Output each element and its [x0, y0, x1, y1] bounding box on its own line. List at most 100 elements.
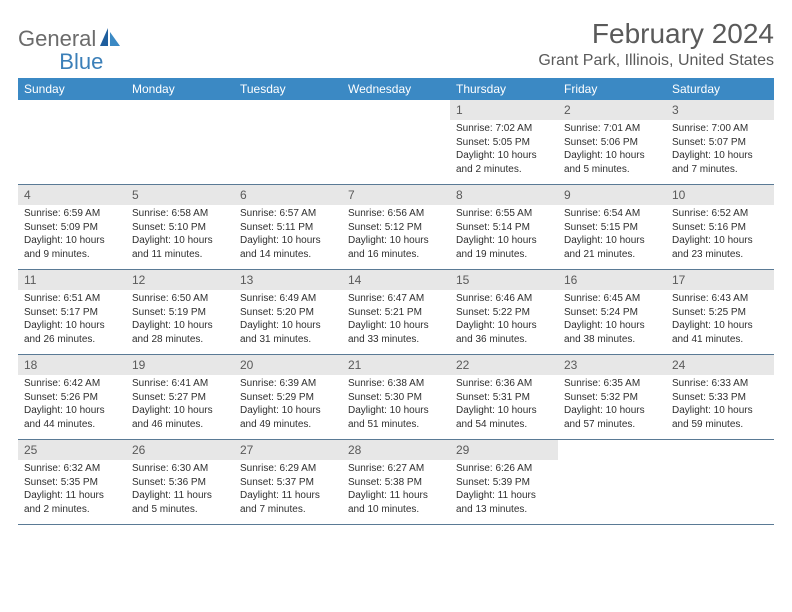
- day-header-friday: Friday: [558, 78, 666, 100]
- day-number: 1: [450, 100, 558, 120]
- day-info: Sunrise: 6:54 AMSunset: 5:15 PMDaylight:…: [558, 205, 666, 265]
- day-number-empty: [126, 100, 234, 119]
- day-number: 5: [126, 185, 234, 205]
- day-cell: 16Sunrise: 6:45 AMSunset: 5:24 PMDayligh…: [558, 270, 666, 354]
- day-number: 2: [558, 100, 666, 120]
- sunrise-text: Sunrise: 6:52 AM: [672, 207, 768, 221]
- day-header-tuesday: Tuesday: [234, 78, 342, 100]
- day-info: Sunrise: 6:39 AMSunset: 5:29 PMDaylight:…: [234, 375, 342, 435]
- day-number: 14: [342, 270, 450, 290]
- day-info: Sunrise: 6:43 AMSunset: 5:25 PMDaylight:…: [666, 290, 774, 350]
- sunset-text: Sunset: 5:26 PM: [24, 391, 120, 405]
- daylight-text: Daylight: 10 hours and 41 minutes.: [672, 319, 768, 346]
- sunrise-text: Sunrise: 6:32 AM: [24, 462, 120, 476]
- day-number: 4: [18, 185, 126, 205]
- daylight-text: Daylight: 10 hours and 7 minutes.: [672, 149, 768, 176]
- day-header-sunday: Sunday: [18, 78, 126, 100]
- day-cell: 11Sunrise: 6:51 AMSunset: 5:17 PMDayligh…: [18, 270, 126, 354]
- day-number: 10: [666, 185, 774, 205]
- day-number: 12: [126, 270, 234, 290]
- day-number: 19: [126, 355, 234, 375]
- day-info: Sunrise: 6:42 AMSunset: 5:26 PMDaylight:…: [18, 375, 126, 435]
- sunrise-text: Sunrise: 6:26 AM: [456, 462, 552, 476]
- sunrise-text: Sunrise: 6:45 AM: [564, 292, 660, 306]
- daylight-text: Daylight: 10 hours and 19 minutes.: [456, 234, 552, 261]
- day-info: Sunrise: 6:51 AMSunset: 5:17 PMDaylight:…: [18, 290, 126, 350]
- day-header-wednesday: Wednesday: [342, 78, 450, 100]
- sunset-text: Sunset: 5:10 PM: [132, 221, 228, 235]
- sunrise-text: Sunrise: 6:51 AM: [24, 292, 120, 306]
- sunrise-text: Sunrise: 6:42 AM: [24, 377, 120, 391]
- day-cell: 21Sunrise: 6:38 AMSunset: 5:30 PMDayligh…: [342, 355, 450, 439]
- day-number-empty: [342, 100, 450, 119]
- sunrise-text: Sunrise: 6:29 AM: [240, 462, 336, 476]
- daylight-text: Daylight: 11 hours and 2 minutes.: [24, 489, 120, 516]
- daylight-text: Daylight: 10 hours and 59 minutes.: [672, 404, 768, 431]
- sunset-text: Sunset: 5:31 PM: [456, 391, 552, 405]
- sunset-text: Sunset: 5:11 PM: [240, 221, 336, 235]
- day-number: 7: [342, 185, 450, 205]
- day-cell: 17Sunrise: 6:43 AMSunset: 5:25 PMDayligh…: [666, 270, 774, 354]
- daylight-text: Daylight: 10 hours and 14 minutes.: [240, 234, 336, 261]
- day-number: 29: [450, 440, 558, 460]
- logo-sail-icon: [99, 27, 121, 52]
- day-cell: 19Sunrise: 6:41 AMSunset: 5:27 PMDayligh…: [126, 355, 234, 439]
- day-header-saturday: Saturday: [666, 78, 774, 100]
- week-row: 25Sunrise: 6:32 AMSunset: 5:35 PMDayligh…: [18, 440, 774, 525]
- title-block: February 2024 Grant Park, Illinois, Unit…: [538, 18, 774, 70]
- sunrise-text: Sunrise: 6:39 AM: [240, 377, 336, 391]
- daylight-text: Daylight: 10 hours and 54 minutes.: [456, 404, 552, 431]
- month-title: February 2024: [538, 18, 774, 50]
- day-info: Sunrise: 6:47 AMSunset: 5:21 PMDaylight:…: [342, 290, 450, 350]
- day-info: Sunrise: 7:00 AMSunset: 5:07 PMDaylight:…: [666, 120, 774, 180]
- sunrise-text: Sunrise: 7:01 AM: [564, 122, 660, 136]
- day-number: 21: [342, 355, 450, 375]
- daylight-text: Daylight: 10 hours and 21 minutes.: [564, 234, 660, 261]
- day-header-thursday: Thursday: [450, 78, 558, 100]
- day-number: 3: [666, 100, 774, 120]
- day-cell: [234, 100, 342, 184]
- daylight-text: Daylight: 10 hours and 49 minutes.: [240, 404, 336, 431]
- sunset-text: Sunset: 5:27 PM: [132, 391, 228, 405]
- daylight-text: Daylight: 10 hours and 51 minutes.: [348, 404, 444, 431]
- day-info: Sunrise: 7:01 AMSunset: 5:06 PMDaylight:…: [558, 120, 666, 180]
- calendar-grid: Sunday Monday Tuesday Wednesday Thursday…: [18, 78, 774, 525]
- sunrise-text: Sunrise: 6:54 AM: [564, 207, 660, 221]
- day-cell: 29Sunrise: 6:26 AMSunset: 5:39 PMDayligh…: [450, 440, 558, 524]
- sunrise-text: Sunrise: 6:33 AM: [672, 377, 768, 391]
- day-number: 28: [342, 440, 450, 460]
- sunset-text: Sunset: 5:37 PM: [240, 476, 336, 490]
- day-cell: 8Sunrise: 6:55 AMSunset: 5:14 PMDaylight…: [450, 185, 558, 269]
- sunset-text: Sunset: 5:19 PM: [132, 306, 228, 320]
- sunset-text: Sunset: 5:21 PM: [348, 306, 444, 320]
- sunset-text: Sunset: 5:33 PM: [672, 391, 768, 405]
- day-cell: 10Sunrise: 6:52 AMSunset: 5:16 PMDayligh…: [666, 185, 774, 269]
- day-number: 17: [666, 270, 774, 290]
- day-cell: 13Sunrise: 6:49 AMSunset: 5:20 PMDayligh…: [234, 270, 342, 354]
- sunset-text: Sunset: 5:16 PM: [672, 221, 768, 235]
- day-info: Sunrise: 6:38 AMSunset: 5:30 PMDaylight:…: [342, 375, 450, 435]
- day-cell: 4Sunrise: 6:59 AMSunset: 5:09 PMDaylight…: [18, 185, 126, 269]
- day-number: 26: [126, 440, 234, 460]
- day-number: 22: [450, 355, 558, 375]
- day-info: Sunrise: 6:55 AMSunset: 5:14 PMDaylight:…: [450, 205, 558, 265]
- sunrise-text: Sunrise: 6:58 AM: [132, 207, 228, 221]
- sunrise-text: Sunrise: 6:59 AM: [24, 207, 120, 221]
- day-number-empty: [666, 440, 774, 459]
- day-number: 18: [18, 355, 126, 375]
- day-info: Sunrise: 6:26 AMSunset: 5:39 PMDaylight:…: [450, 460, 558, 520]
- day-number: 9: [558, 185, 666, 205]
- sunset-text: Sunset: 5:06 PM: [564, 136, 660, 150]
- sunset-text: Sunset: 5:20 PM: [240, 306, 336, 320]
- day-cell: 7Sunrise: 6:56 AMSunset: 5:12 PMDaylight…: [342, 185, 450, 269]
- day-info: Sunrise: 6:33 AMSunset: 5:33 PMDaylight:…: [666, 375, 774, 435]
- day-info: Sunrise: 6:59 AMSunset: 5:09 PMDaylight:…: [18, 205, 126, 265]
- day-cell: 1Sunrise: 7:02 AMSunset: 5:05 PMDaylight…: [450, 100, 558, 184]
- day-info: Sunrise: 6:41 AMSunset: 5:27 PMDaylight:…: [126, 375, 234, 435]
- sunset-text: Sunset: 5:39 PM: [456, 476, 552, 490]
- day-cell: 20Sunrise: 6:39 AMSunset: 5:29 PMDayligh…: [234, 355, 342, 439]
- day-info: Sunrise: 6:58 AMSunset: 5:10 PMDaylight:…: [126, 205, 234, 265]
- day-number: 23: [558, 355, 666, 375]
- sunset-text: Sunset: 5:17 PM: [24, 306, 120, 320]
- day-header-monday: Monday: [126, 78, 234, 100]
